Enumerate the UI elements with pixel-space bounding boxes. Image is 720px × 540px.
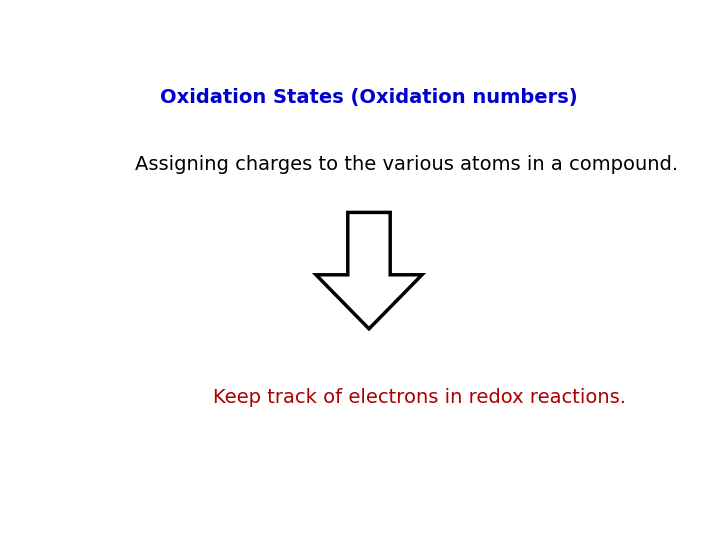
Text: Keep track of electrons in redox reactions.: Keep track of electrons in redox reactio… bbox=[213, 388, 626, 407]
Text: Assigning charges to the various atoms in a compound.: Assigning charges to the various atoms i… bbox=[135, 155, 678, 174]
Polygon shape bbox=[316, 212, 422, 329]
Text: Oxidation States (Oxidation numbers): Oxidation States (Oxidation numbers) bbox=[160, 87, 578, 107]
